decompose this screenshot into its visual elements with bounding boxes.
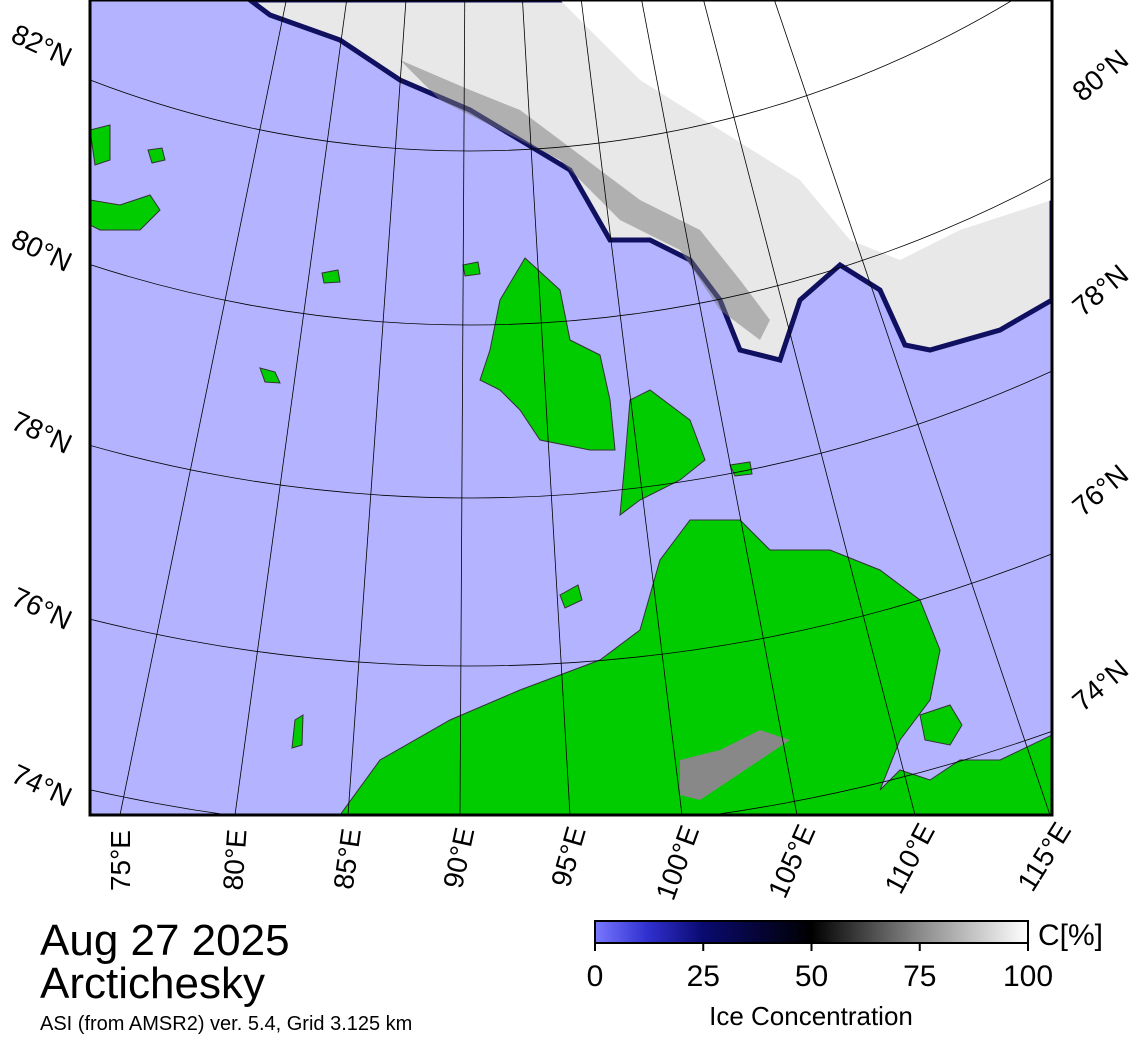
region: Arctichesky (40, 959, 265, 1008)
lon-label: 95°E (545, 823, 592, 890)
colorbar (594, 920, 1029, 944)
land (90, 124, 1052, 815)
lat-label: 80°N (1066, 43, 1134, 107)
colorbar-unit: C[%] (1038, 919, 1103, 952)
colorbar-ticks: 0 25 50 75 100 (587, 943, 1053, 993)
lat-label: 74°N (7, 758, 77, 813)
colorbar-tick-label: 100 (1003, 960, 1053, 993)
parallel (90, 0, 1013, 152)
meridian (580, 0, 683, 815)
lon-label: 100°E (650, 821, 705, 904)
lat-label: 78°N (7, 405, 77, 460)
lon-label: 90°E (437, 825, 480, 891)
lon-label: 75°E (105, 830, 136, 891)
lon-label: 115°E (1011, 817, 1077, 897)
colorbar-tick-label: 50 (795, 960, 828, 993)
meridian (522, 0, 571, 815)
sea-ice-texture (400, 60, 770, 340)
colorbar-tick-label: 75 (903, 960, 936, 993)
source: ASI (from AMSR2) ver. 5.4, Grid 3.125 km (40, 1013, 412, 1035)
lon-label: 85°E (328, 827, 367, 892)
meridian (347, 0, 407, 815)
lat-label: 74°N (1066, 653, 1134, 717)
lat-label: 76°N (1066, 458, 1134, 522)
meridian (119, 0, 287, 815)
map-area (90, 0, 1052, 815)
lat-label: 82°N (7, 18, 77, 73)
lon-label: 105°E (762, 820, 821, 903)
parallel (90, 177, 1052, 326)
map-frame (88, 0, 1054, 817)
meridian (703, 0, 916, 815)
meridian (459, 0, 466, 815)
lat-label: 80°N (7, 223, 77, 278)
meridian (773, 0, 1051, 815)
date: Aug 27 2025 (40, 916, 290, 965)
lon-label: 110°E (878, 818, 940, 898)
lat-label: 76°N (7, 581, 77, 636)
meridian (234, 0, 348, 815)
colorbar-tick-label: 0 (587, 960, 604, 993)
lat-label: 78°N (1066, 258, 1134, 322)
graticule (90, 0, 1052, 815)
colorbar-tick-label: 25 (687, 960, 720, 993)
land-ice (680, 730, 790, 800)
lon-label: 80°E (217, 828, 252, 891)
colorbar-title: Ice Concentration (709, 1001, 913, 1031)
meridian (641, 0, 798, 815)
sea-ice-dense (560, 0, 1052, 260)
